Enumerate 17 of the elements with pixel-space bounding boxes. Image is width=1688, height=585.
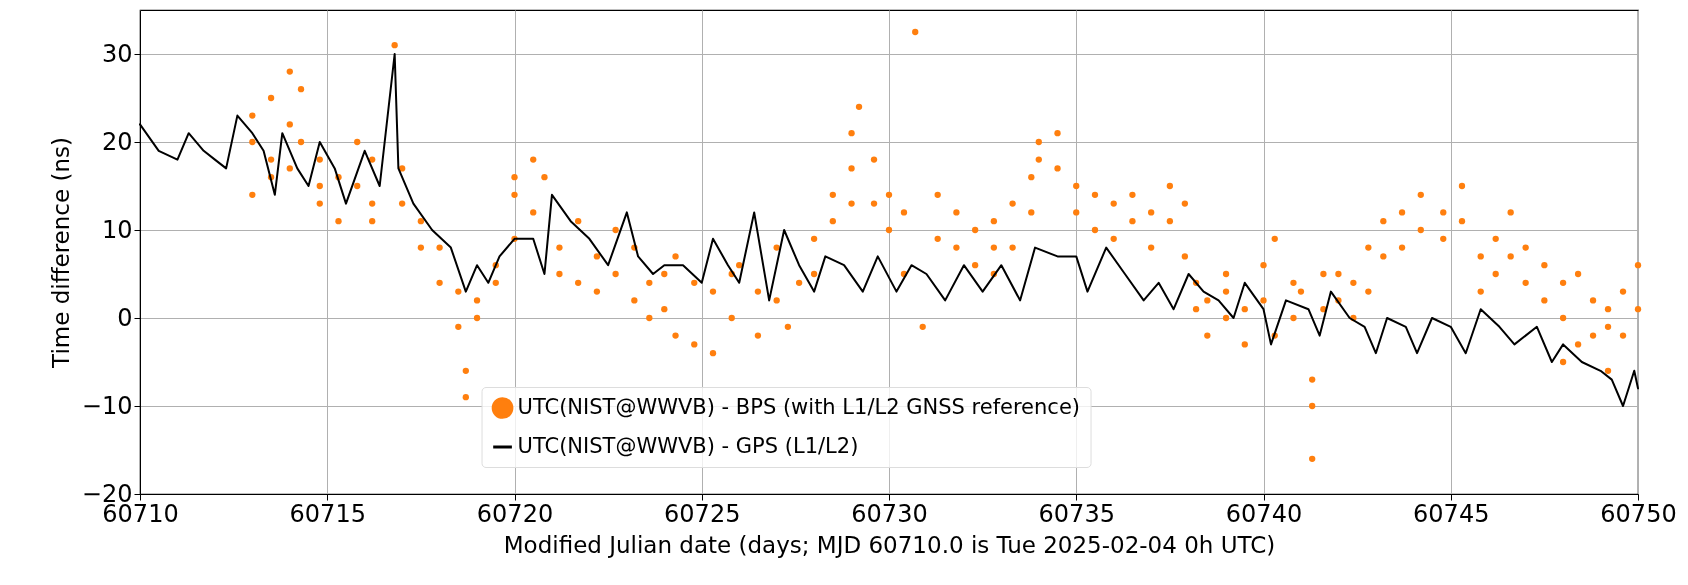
x-axis-title: Modified Julian date (days; MJD 60710.0 is Tue 2025-02-04 0h UTC): [503, 531, 1276, 558]
y-axis-title: Time difference (ns): [47, 137, 74, 369]
y-tick-label: 30: [101, 39, 133, 68]
legend-label: UTC(NIST@WWVB) - BPS (with L1/L2 GNSS reference): [517, 395, 1081, 419]
x-tick-label: 60750: [1600, 499, 1677, 528]
x-tick-label: 60720: [476, 499, 554, 528]
y-tick-label: 0: [117, 303, 133, 332]
x-tick-label: 60745: [1413, 499, 1490, 528]
y-tick-label: 20: [101, 127, 133, 156]
x-tick-label: 60715: [289, 499, 366, 528]
legend-label: UTC(NIST@WWVB) - GPS (L1/L2): [517, 434, 859, 458]
x-tick-label: 60740: [1225, 499, 1303, 528]
x-tick-label: 60735: [1038, 499, 1115, 528]
x-tick-label: 60725: [664, 499, 741, 528]
x-tick-label: 60730: [851, 499, 928, 528]
y-tick-label: −10: [81, 391, 133, 420]
y-tick-label: 10: [101, 215, 133, 244]
